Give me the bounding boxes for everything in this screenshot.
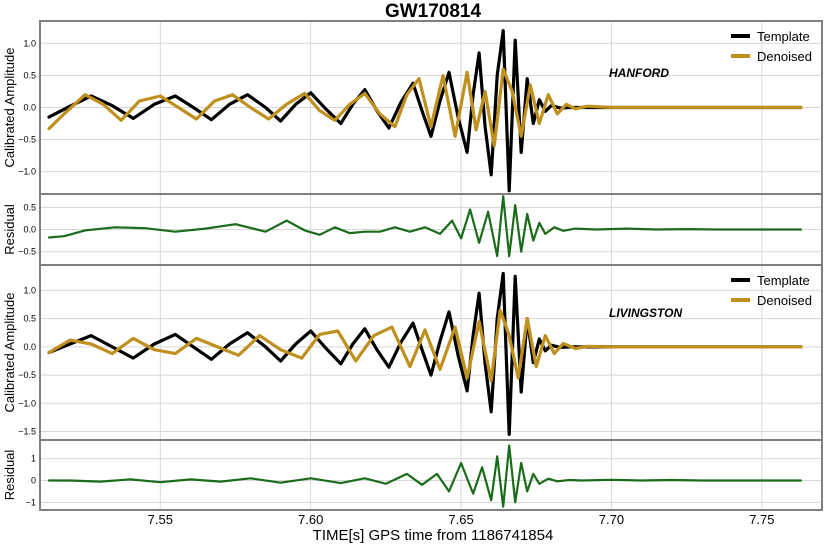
y-tick-label: −0.5: [18, 135, 36, 145]
y-tick-label: 0.5: [23, 70, 36, 80]
panel-livingston-residual: −1 0 1 Residual: [2, 439, 823, 511]
y-axis-label: Calibrated Amplitude: [2, 48, 17, 168]
y-axis-label: Residual: [2, 450, 17, 501]
x-tick-label: 7.55: [148, 512, 173, 527]
series-template-line: [47, 29, 803, 193]
legend-label-denoised: Denoised: [757, 49, 812, 64]
legend-label-template: Template: [757, 29, 810, 44]
x-tick-label: 7.65: [448, 512, 473, 527]
y-axis-label: Calibrated Amplitude: [2, 293, 17, 413]
y-tick-label: 0: [31, 475, 36, 485]
detector-annotation: HANFORD: [609, 66, 669, 80]
y-tick-label: 1.0: [23, 285, 36, 295]
y-tick-label: 1.0: [23, 38, 36, 48]
detector-annotation: LIVINGSTON: [609, 306, 682, 320]
y-tick-label: 0.5: [23, 202, 36, 212]
panel-frame: [39, 264, 823, 441]
y-tick-label: −0.5: [18, 370, 36, 380]
x-tick-label: 7.75: [749, 512, 774, 527]
y-tick-label: −1.0: [18, 167, 36, 177]
y-tick-label: 1: [31, 454, 36, 464]
panel-hanford-residual: −0.5 0.0 0.5 Residual: [2, 193, 823, 266]
chart-title: GW170814: [385, 1, 482, 22]
y-axis-label: Residual: [2, 204, 17, 255]
legend-label-template: Template: [757, 273, 810, 288]
y-tick-label: 0.5: [23, 314, 36, 324]
panel-hanford-signal: −1.0 −0.5 0.0 0.5 1.0 Calibrated Amplitude HAN…: [2, 20, 823, 195]
panel-frame: [39, 439, 823, 511]
x-tick-label: 7.70: [599, 512, 624, 527]
panel-livingston-signal: −1.5 −1.0 −0.5 0.0 0.5 1.0 Calibrated Amplitud…: [2, 264, 823, 441]
series-template-line: [47, 271, 803, 436]
series-denoised-line: [47, 308, 803, 383]
y-tick-label: 0.0: [23, 225, 36, 235]
series-residual-line: [47, 195, 802, 258]
y-tick-label: −0.5: [18, 247, 36, 257]
y-tick-label: −1.0: [18, 398, 36, 408]
y-tick-label: −1: [26, 497, 36, 507]
y-tick-label: −1.5: [18, 427, 36, 437]
x-tick-label: 7.60: [298, 512, 323, 527]
legend-label-denoised: Denoised: [757, 293, 812, 308]
series-residual-line: [47, 444, 802, 508]
x-axis-label: TIME[s] GPS time from 1186741854: [313, 527, 554, 544]
series-denoised-line: [47, 67, 803, 148]
y-tick-label: 0.0: [23, 342, 36, 352]
y-tick-label: 0.0: [23, 103, 36, 113]
